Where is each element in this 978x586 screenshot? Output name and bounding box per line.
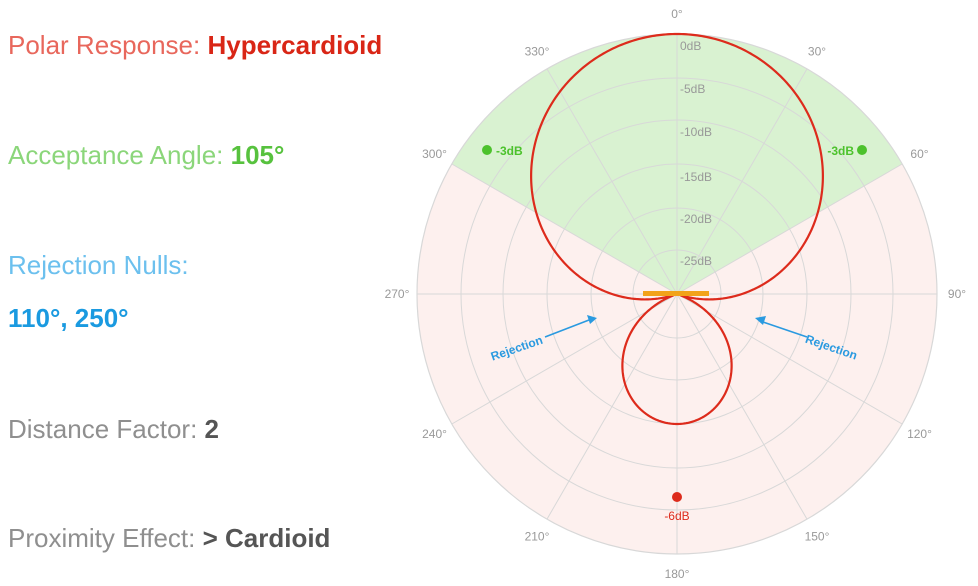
right-rejection-arrowhead	[755, 316, 766, 325]
angle-label: 120°	[907, 427, 932, 441]
db-ring-label: -5dB	[680, 82, 705, 96]
angle-label: 270°	[385, 287, 410, 301]
grid-spoke	[676, 293, 808, 520]
left-rejection-arrow	[544, 319, 590, 338]
polar-response-spec: Polar Response: Hypercardioid	[8, 30, 382, 61]
angle-label: 330°	[525, 45, 550, 59]
grid-spoke	[546, 293, 678, 520]
microphone-axis-bar	[643, 291, 709, 296]
grid-spoke	[451, 163, 678, 295]
db-ring-labels: 0dB -5dB -10dB -15dB -20dB -25dB	[680, 39, 712, 268]
angle-label: 210°	[525, 529, 550, 543]
distance-factor-label: Distance Factor:	[8, 414, 205, 444]
rear-6db-label: -6dB	[664, 509, 689, 523]
polar-response-label: Polar Response:	[8, 30, 208, 60]
acceptance-angle-label: Acceptance Angle:	[8, 140, 231, 170]
db-ring-label: -25dB	[680, 254, 712, 268]
db-ring-label: -20dB	[680, 212, 712, 226]
right-3db-label: -3dB	[827, 144, 854, 158]
proximity-effect-value: > Cardioid	[202, 523, 331, 553]
grid-spoke	[676, 68, 808, 295]
polar-response-value: Hypercardioid	[207, 30, 383, 60]
distance-factor-spec: Distance Factor: 2	[8, 414, 219, 445]
grid-spokes	[417, 34, 937, 554]
angle-label: 180°	[665, 567, 690, 581]
rejection-nulls-value: 110°, 250°	[8, 303, 129, 333]
rear-6db-marker	[672, 492, 682, 502]
angle-label: 300°	[422, 147, 447, 161]
db-ring-label: -15dB	[680, 170, 712, 184]
angle-label: 0°	[671, 7, 683, 21]
polar-pattern-curve	[530, 32, 824, 426]
db-ring-label: -10dB	[680, 125, 712, 139]
acceptance-angle-value: 105°	[230, 140, 285, 170]
left-rejection-arrowhead	[587, 315, 597, 324]
grid-spoke	[546, 68, 678, 295]
left-3db-marker	[482, 145, 492, 155]
db-ring-label: 0dB	[680, 39, 701, 53]
right-rejection-arrow	[762, 321, 808, 338]
angle-label: 90°	[948, 287, 966, 301]
angle-label: 30°	[808, 45, 826, 59]
acceptance-angle-spec: Acceptance Angle: 105°	[8, 140, 284, 171]
angle-label: 150°	[805, 529, 830, 543]
distance-factor-value: 2	[204, 414, 219, 444]
proximity-effect-label: Proximity Effect:	[8, 523, 203, 553]
angle-labels: 0° 30° 60° 90° 120° 150° 180° 210° 240° 270° 300° 3…	[385, 7, 967, 581]
left-3db-label: -3dB	[496, 144, 523, 158]
right-3db-marker	[857, 145, 867, 155]
proximity-effect-spec: Proximity Effect: > Cardioid	[8, 523, 330, 554]
angle-label: 240°	[422, 427, 447, 441]
grid-spoke	[451, 293, 678, 425]
grid-spoke	[676, 163, 903, 295]
angle-label: 60°	[910, 147, 928, 161]
grid-spoke	[676, 293, 903, 425]
rejection-nulls-label: Rejection Nulls:	[8, 250, 189, 280]
